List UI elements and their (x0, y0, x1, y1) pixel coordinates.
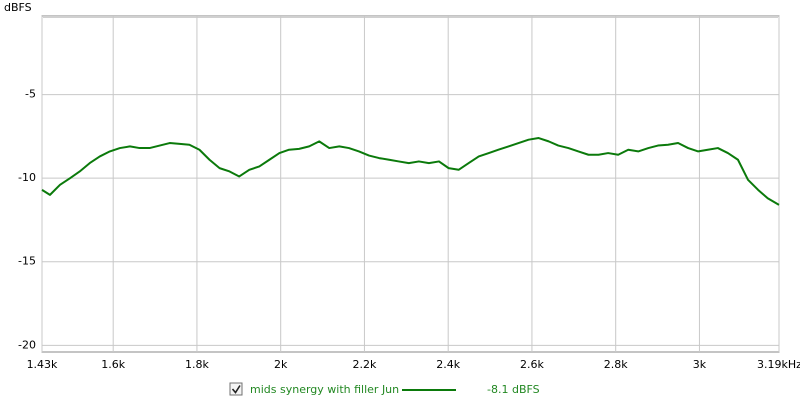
y-tick-label: -15 (18, 255, 36, 268)
grid (41, 16, 780, 352)
y-tick-label: -20 (18, 338, 36, 351)
legend-label: mids synergy with filler Jun (250, 383, 399, 396)
x-tick-label: 3.19kHz (757, 358, 800, 371)
checkbox-check (231, 385, 241, 394)
y-tick-label: -10 (18, 171, 36, 184)
plot-frame (41, 15, 780, 353)
legend-level: -8.1 dBFS (487, 383, 540, 396)
y-axis-label: dBFS (4, 1, 32, 14)
series-line (41, 137, 780, 206)
x-tick-label: 2.8k (604, 358, 628, 371)
x-tick-label: 2.2k (353, 358, 377, 371)
x-tick-label: 2.6k (520, 358, 544, 371)
x-tick-label: 1.8k (185, 358, 209, 371)
x-tick-label: 1.43k (27, 358, 58, 371)
y-tick-label: -5 (25, 88, 36, 101)
plot (41, 137, 780, 206)
x-tick-label: 3k (693, 358, 707, 371)
x-tick-label: 2k (274, 358, 288, 371)
x-tick-label: 2.4k (436, 358, 460, 371)
legend: mids synergy with filler Jun -8.1 dBFS (229, 382, 540, 396)
x-tick-label: 1.6k (101, 358, 125, 371)
